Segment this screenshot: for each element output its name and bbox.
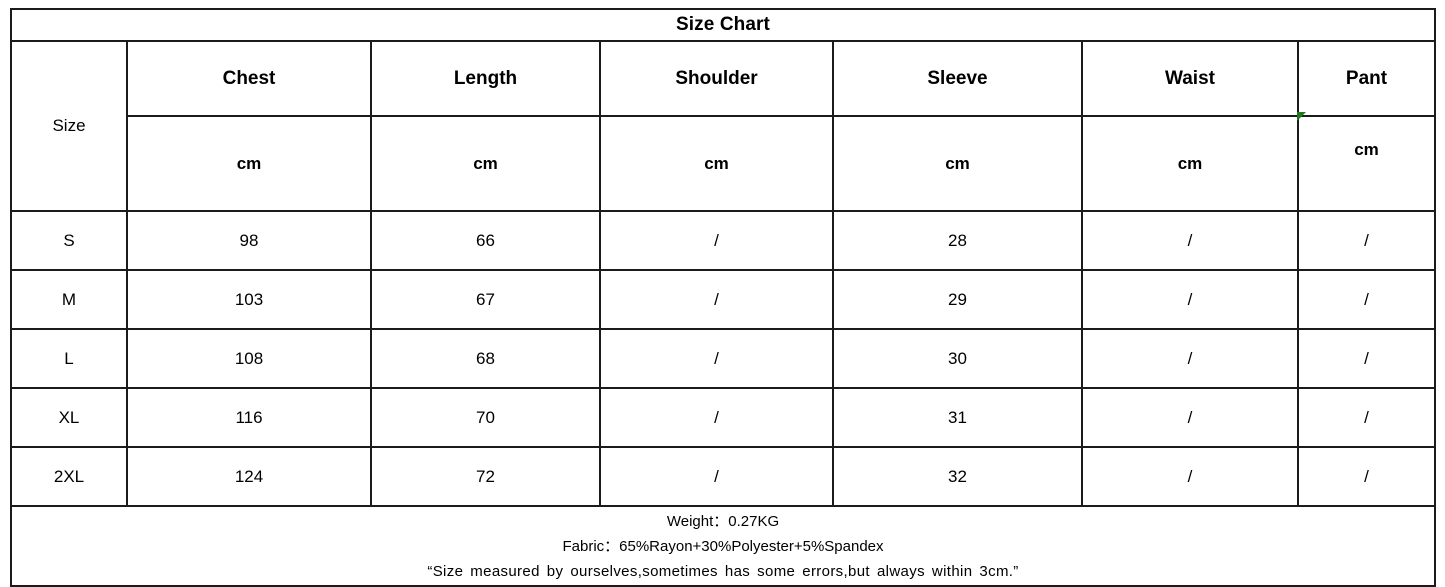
unit-waist: cm [1081,115,1299,212]
cell-sleeve: 29 [832,269,1083,330]
cell-size: L [10,328,128,389]
page-title: Size Chart [10,8,1436,42]
cell-sleeve: 30 [832,328,1083,389]
cell-pant: / [1297,446,1436,507]
size-chart-table: Size Chart Size Chest Length Shoulder Sl… [10,8,1436,587]
table-row: L 108 68 / 30 / / [10,328,1436,389]
footer-row: Weight：0.27KG Fabric：65%Rayon+30%Polyest… [10,505,1436,587]
header-group-row: Size Chest Length Shoulder Sleeve Waist … [10,40,1436,212]
cell-pant: / [1297,387,1436,448]
cell-chest: 98 [126,210,372,271]
header-size-label: Size [10,40,128,212]
cell-chest: 108 [126,328,372,389]
cell-shoulder: / [599,210,834,271]
cell-length: 68 [370,328,601,389]
header-shoulder: Shoulder [599,40,834,117]
cell-chest: 124 [126,446,372,507]
header-pant: Pant [1297,40,1436,117]
header-length: Length [370,40,601,117]
cell-size: M [10,269,128,330]
unit-chest: cm [126,115,372,212]
cell-sleeve: 32 [832,446,1083,507]
cell-pant: / [1297,328,1436,389]
cell-length: 70 [370,387,601,448]
table-row: S 98 66 / 28 / / [10,210,1436,271]
unit-length: cm [370,115,601,212]
footer-disclaimer: “Size measured by ourselves,sometimes ha… [427,562,1019,580]
cell-sleeve: 28 [832,210,1083,271]
cell-waist: / [1081,446,1299,507]
table-row: XL 116 70 / 31 / / [10,387,1436,448]
footer-notes: Weight：0.27KG Fabric：65%Rayon+30%Polyest… [10,505,1436,587]
cell-chest: 103 [126,269,372,330]
cell-length: 67 [370,269,601,330]
unit-pant: cm [1297,115,1436,212]
footer-fabric: Fabric：65%Rayon+30%Polyester+5%Spandex [562,537,884,555]
header-unit-row: cm cm cm cm cm cm [11,115,1436,212]
title-row: Size Chart [10,8,1436,42]
cell-shoulder: / [599,269,834,330]
cell-pant: / [1297,269,1436,330]
cell-shoulder: / [599,387,834,448]
cell-size: S [10,210,128,271]
table-row: M 103 67 / 29 / / [10,269,1436,330]
cell-shoulder: / [599,446,834,507]
header-chest: Chest [126,40,372,117]
cell-waist: / [1081,269,1299,330]
cell-shoulder: / [599,328,834,389]
table-row: 2XL 124 72 / 32 / / [10,446,1436,507]
cell-sleeve: 31 [832,387,1083,448]
cell-length: 72 [370,446,601,507]
cell-waist: / [1081,210,1299,271]
header-waist: Waist [1081,40,1299,117]
cell-waist: / [1081,387,1299,448]
cell-length: 66 [370,210,601,271]
cell-chest: 116 [126,387,372,448]
cell-pant: / [1297,210,1436,271]
unit-shoulder: cm [599,115,834,212]
cell-size: 2XL [10,446,128,507]
footer-weight: Weight：0.27KG [666,512,780,530]
header-sleeve: Sleeve [832,40,1083,117]
unit-sleeve: cm [832,115,1083,212]
cell-size: XL [10,387,128,448]
cell-waist: / [1081,328,1299,389]
size-chart-container: Size Chart Size Chest Length Shoulder Sl… [10,8,1436,587]
